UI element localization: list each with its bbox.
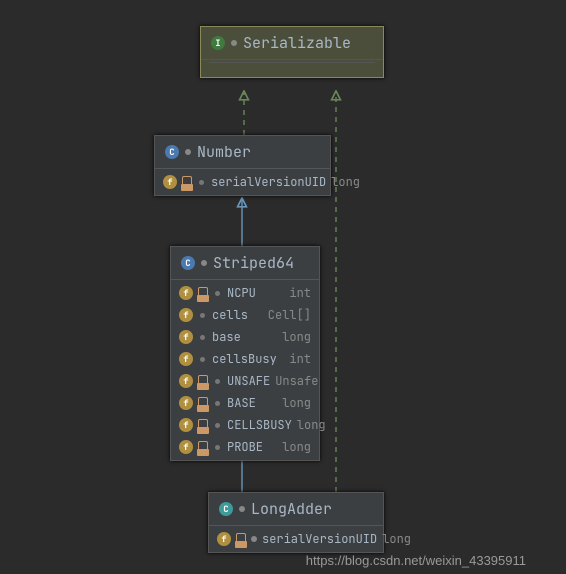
field-row[interactable]: f NCPU int <box>171 282 319 304</box>
pin-icon <box>239 506 245 512</box>
field-name: serialVersionUID <box>262 531 377 547</box>
visibility-dot-icon <box>215 445 220 450</box>
lock-icon <box>182 176 192 188</box>
class-name: LongAdder <box>251 499 332 519</box>
field-name: serialVersionUID <box>211 174 326 190</box>
class-node-longadder[interactable]: CLongAdderfserialVersionUIDlong <box>208 492 384 553</box>
field-row[interactable]: f cells Cell[] <box>171 304 319 326</box>
field-icon: f <box>179 308 193 322</box>
class-name: Number <box>197 142 251 162</box>
field-name: NCPU <box>227 285 284 301</box>
field-type: Cell[] <box>268 307 311 323</box>
field-row[interactable]: fserialVersionUIDlong <box>155 171 330 193</box>
visibility-dot-icon <box>215 379 220 384</box>
pin-icon <box>251 536 257 542</box>
field-type: long <box>297 417 326 433</box>
field-name: cells <box>212 307 263 323</box>
field-row[interactable]: fserialVersionUIDlong <box>209 528 383 550</box>
field-type: int <box>289 351 311 367</box>
lock-icon <box>198 419 208 431</box>
field-icon: f <box>179 330 193 344</box>
lock-icon <box>198 375 208 387</box>
visibility-dot-icon <box>200 357 205 362</box>
watermark-text: https://blog.csdn.net/weixin_43395911 <box>306 553 526 568</box>
field-icon: f <box>179 374 193 388</box>
field-icon: f <box>163 175 177 189</box>
interface-icon: I <box>211 36 225 50</box>
field-row[interactable]: fCELLSBUSYlong <box>171 414 319 436</box>
field-type: long <box>331 174 360 190</box>
field-name: UNSAFE <box>227 373 270 389</box>
field-icon: f <box>179 352 193 366</box>
visibility-dot-icon <box>215 423 220 428</box>
field-row[interactable]: f UNSAFE Unsafe <box>171 370 319 392</box>
field-icon: f <box>217 532 231 546</box>
lock-icon <box>198 441 208 453</box>
field-row[interactable]: f BASE long <box>171 392 319 414</box>
pin-icon <box>201 260 207 266</box>
class-node-striped64[interactable]: CStriped64fNCPUintfcellsCell[]fbaselongf… <box>170 246 320 461</box>
node-title: I Serializable <box>201 27 383 60</box>
node-title: C Striped64 <box>171 247 319 280</box>
divider <box>209 62 375 73</box>
class-node-number[interactable]: CNumberfserialVersionUIDlong <box>154 135 331 196</box>
class-icon: C <box>181 256 195 270</box>
node-title: C Number <box>155 136 330 169</box>
visibility-dot-icon <box>215 401 220 406</box>
class-node-serializable[interactable]: I Serializable <box>200 26 384 78</box>
field-name: PROBE <box>227 439 277 455</box>
field-type: long <box>282 439 311 455</box>
pin-icon <box>231 40 237 46</box>
field-type: long <box>282 329 311 345</box>
visibility-dot-icon <box>215 291 220 296</box>
member-list: fserialVersionUIDlong <box>155 169 330 195</box>
field-icon: f <box>179 440 193 454</box>
field-icon: f <box>179 418 193 432</box>
lock-icon <box>236 533 246 545</box>
field-name: BASE <box>227 395 277 411</box>
visibility-dot-icon <box>199 180 204 185</box>
field-name: CELLSBUSY <box>227 417 292 433</box>
field-icon: f <box>179 286 193 300</box>
field-name: cellsBusy <box>212 351 284 367</box>
lock-icon <box>198 287 208 299</box>
node-title: C LongAdder <box>209 493 383 526</box>
visibility-dot-icon <box>200 313 205 318</box>
lock-icon <box>198 397 208 409</box>
visibility-dot-icon <box>200 335 205 340</box>
field-row[interactable]: f cellsBusy int <box>171 348 319 370</box>
field-icon: f <box>179 396 193 410</box>
class-name: Serializable <box>243 33 351 53</box>
field-row[interactable]: f PROBE long <box>171 436 319 458</box>
field-row[interactable]: f base long <box>171 326 319 348</box>
pin-icon <box>185 149 191 155</box>
class-icon: C <box>219 502 233 516</box>
field-name: base <box>212 329 277 345</box>
field-type: int <box>289 285 311 301</box>
member-list: f NCPU int f cells Cell[] f base long f cellsBusy i… <box>171 280 319 460</box>
field-type: long <box>382 531 411 547</box>
class-icon: C <box>165 145 179 159</box>
class-name: Striped64 <box>213 253 294 273</box>
field-type: Unsafe <box>275 373 318 389</box>
member-list: fserialVersionUIDlong <box>209 526 383 552</box>
field-type: long <box>282 395 311 411</box>
